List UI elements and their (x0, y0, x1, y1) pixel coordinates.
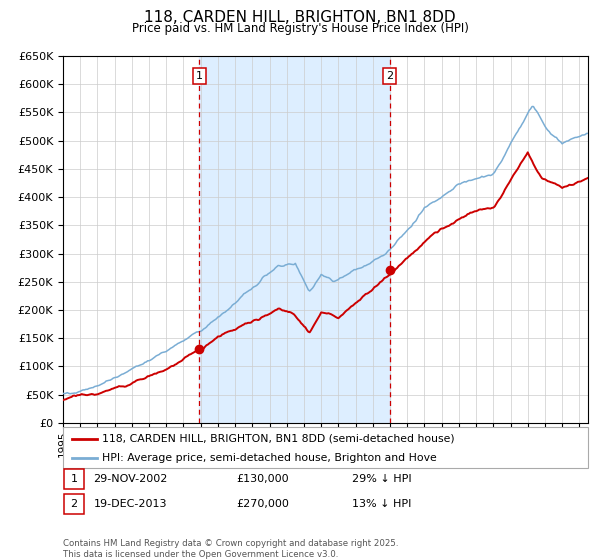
Text: 29-NOV-2002: 29-NOV-2002 (94, 474, 168, 484)
Text: 118, CARDEN HILL, BRIGHTON, BN1 8DD (semi-detached house): 118, CARDEN HILL, BRIGHTON, BN1 8DD (sem… (103, 433, 455, 444)
Text: £270,000: £270,000 (236, 499, 289, 509)
Text: 13% ↓ HPI: 13% ↓ HPI (352, 499, 411, 509)
Text: 19-DEC-2013: 19-DEC-2013 (94, 499, 167, 509)
Text: 2: 2 (386, 71, 393, 81)
Text: 118, CARDEN HILL, BRIGHTON, BN1 8DD: 118, CARDEN HILL, BRIGHTON, BN1 8DD (144, 10, 456, 25)
Text: £130,000: £130,000 (236, 474, 289, 484)
Text: 2: 2 (70, 499, 77, 509)
Text: Price paid vs. HM Land Registry's House Price Index (HPI): Price paid vs. HM Land Registry's House … (131, 22, 469, 35)
Text: 1: 1 (71, 474, 77, 484)
Text: 1: 1 (196, 71, 203, 81)
Bar (64, 494, 84, 514)
Bar (199, 56, 389, 423)
Text: HPI: Average price, semi-detached house, Brighton and Hove: HPI: Average price, semi-detached house,… (103, 452, 437, 463)
Text: Contains HM Land Registry data © Crown copyright and database right 2025.
This d: Contains HM Land Registry data © Crown c… (63, 539, 398, 559)
Bar (64, 469, 84, 489)
Text: 29% ↓ HPI: 29% ↓ HPI (352, 474, 412, 484)
